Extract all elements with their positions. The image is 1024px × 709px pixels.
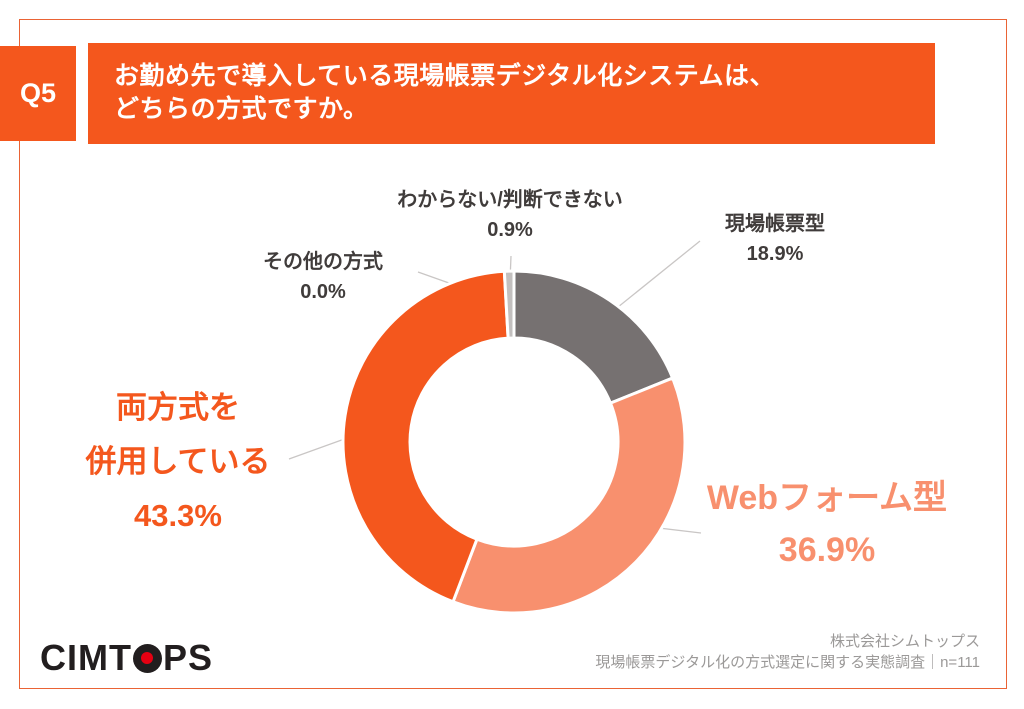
label-genba-chohyo: 現場帳票型 18.9%	[675, 209, 875, 269]
label-web-pct: 36.9%	[778, 531, 876, 569]
survey-credit: 株式会社シムトップス 現場帳票デジタル化の方式選定に関する実態調査｜n=111	[595, 631, 980, 673]
label-ryoho-line1: 両方式を	[116, 390, 240, 425]
donut-slices	[341, 269, 687, 615]
label-wakaranai-name: わからない/判断できない	[397, 189, 623, 211]
label-web-form: Webフォーム型 36.9%	[677, 472, 977, 576]
question-title-banner: お勤め先で導入している現場帳票デジタル化システムは、 どちらの方式ですか。	[88, 43, 935, 144]
pie-slice-1	[451, 376, 687, 615]
label-sonota-pct: 0.0%	[300, 281, 346, 303]
credit-company: 株式会社シムトップス	[829, 633, 980, 650]
label-ryoho-pct: 43.3%	[134, 498, 222, 533]
pie-slice-2	[341, 269, 510, 604]
credit-survey: 現場帳票デジタル化の方式選定に関する実態調査｜n=111	[595, 654, 980, 671]
question-title-line2: どちらの方式ですか。	[114, 95, 369, 123]
cimtops-logo: CIMT PS	[40, 637, 214, 678]
logo-text-right: PS	[162, 637, 214, 678]
label-ryohoshiki: 両方式を 併用している 43.3%	[48, 381, 308, 543]
label-wakaranai: わからない/判断できない 0.9%	[380, 185, 640, 245]
question-number-box: Q5	[0, 46, 76, 141]
label-web-name: Webフォーム型	[706, 479, 948, 517]
label-sonota: その他の方式 0.0%	[213, 247, 433, 307]
pie-slice-0	[512, 269, 675, 405]
logo-o-dot	[141, 652, 154, 664]
label-genba-name: 現場帳票型	[725, 213, 825, 235]
label-wakaranai-pct: 0.9%	[487, 219, 533, 241]
logo-text-left: CIMT	[40, 637, 132, 678]
question-title-line1: お勤め先で導入している現場帳票デジタル化システムは、	[114, 62, 776, 90]
logo-o-icon	[132, 643, 162, 673]
label-sonota-name: その他の方式	[263, 251, 383, 273]
question-number: Q5	[19, 78, 57, 108]
label-ryoho-line2: 併用している	[85, 444, 271, 479]
label-genba-pct: 18.9%	[746, 243, 804, 265]
pie-slice-4	[502, 269, 516, 340]
